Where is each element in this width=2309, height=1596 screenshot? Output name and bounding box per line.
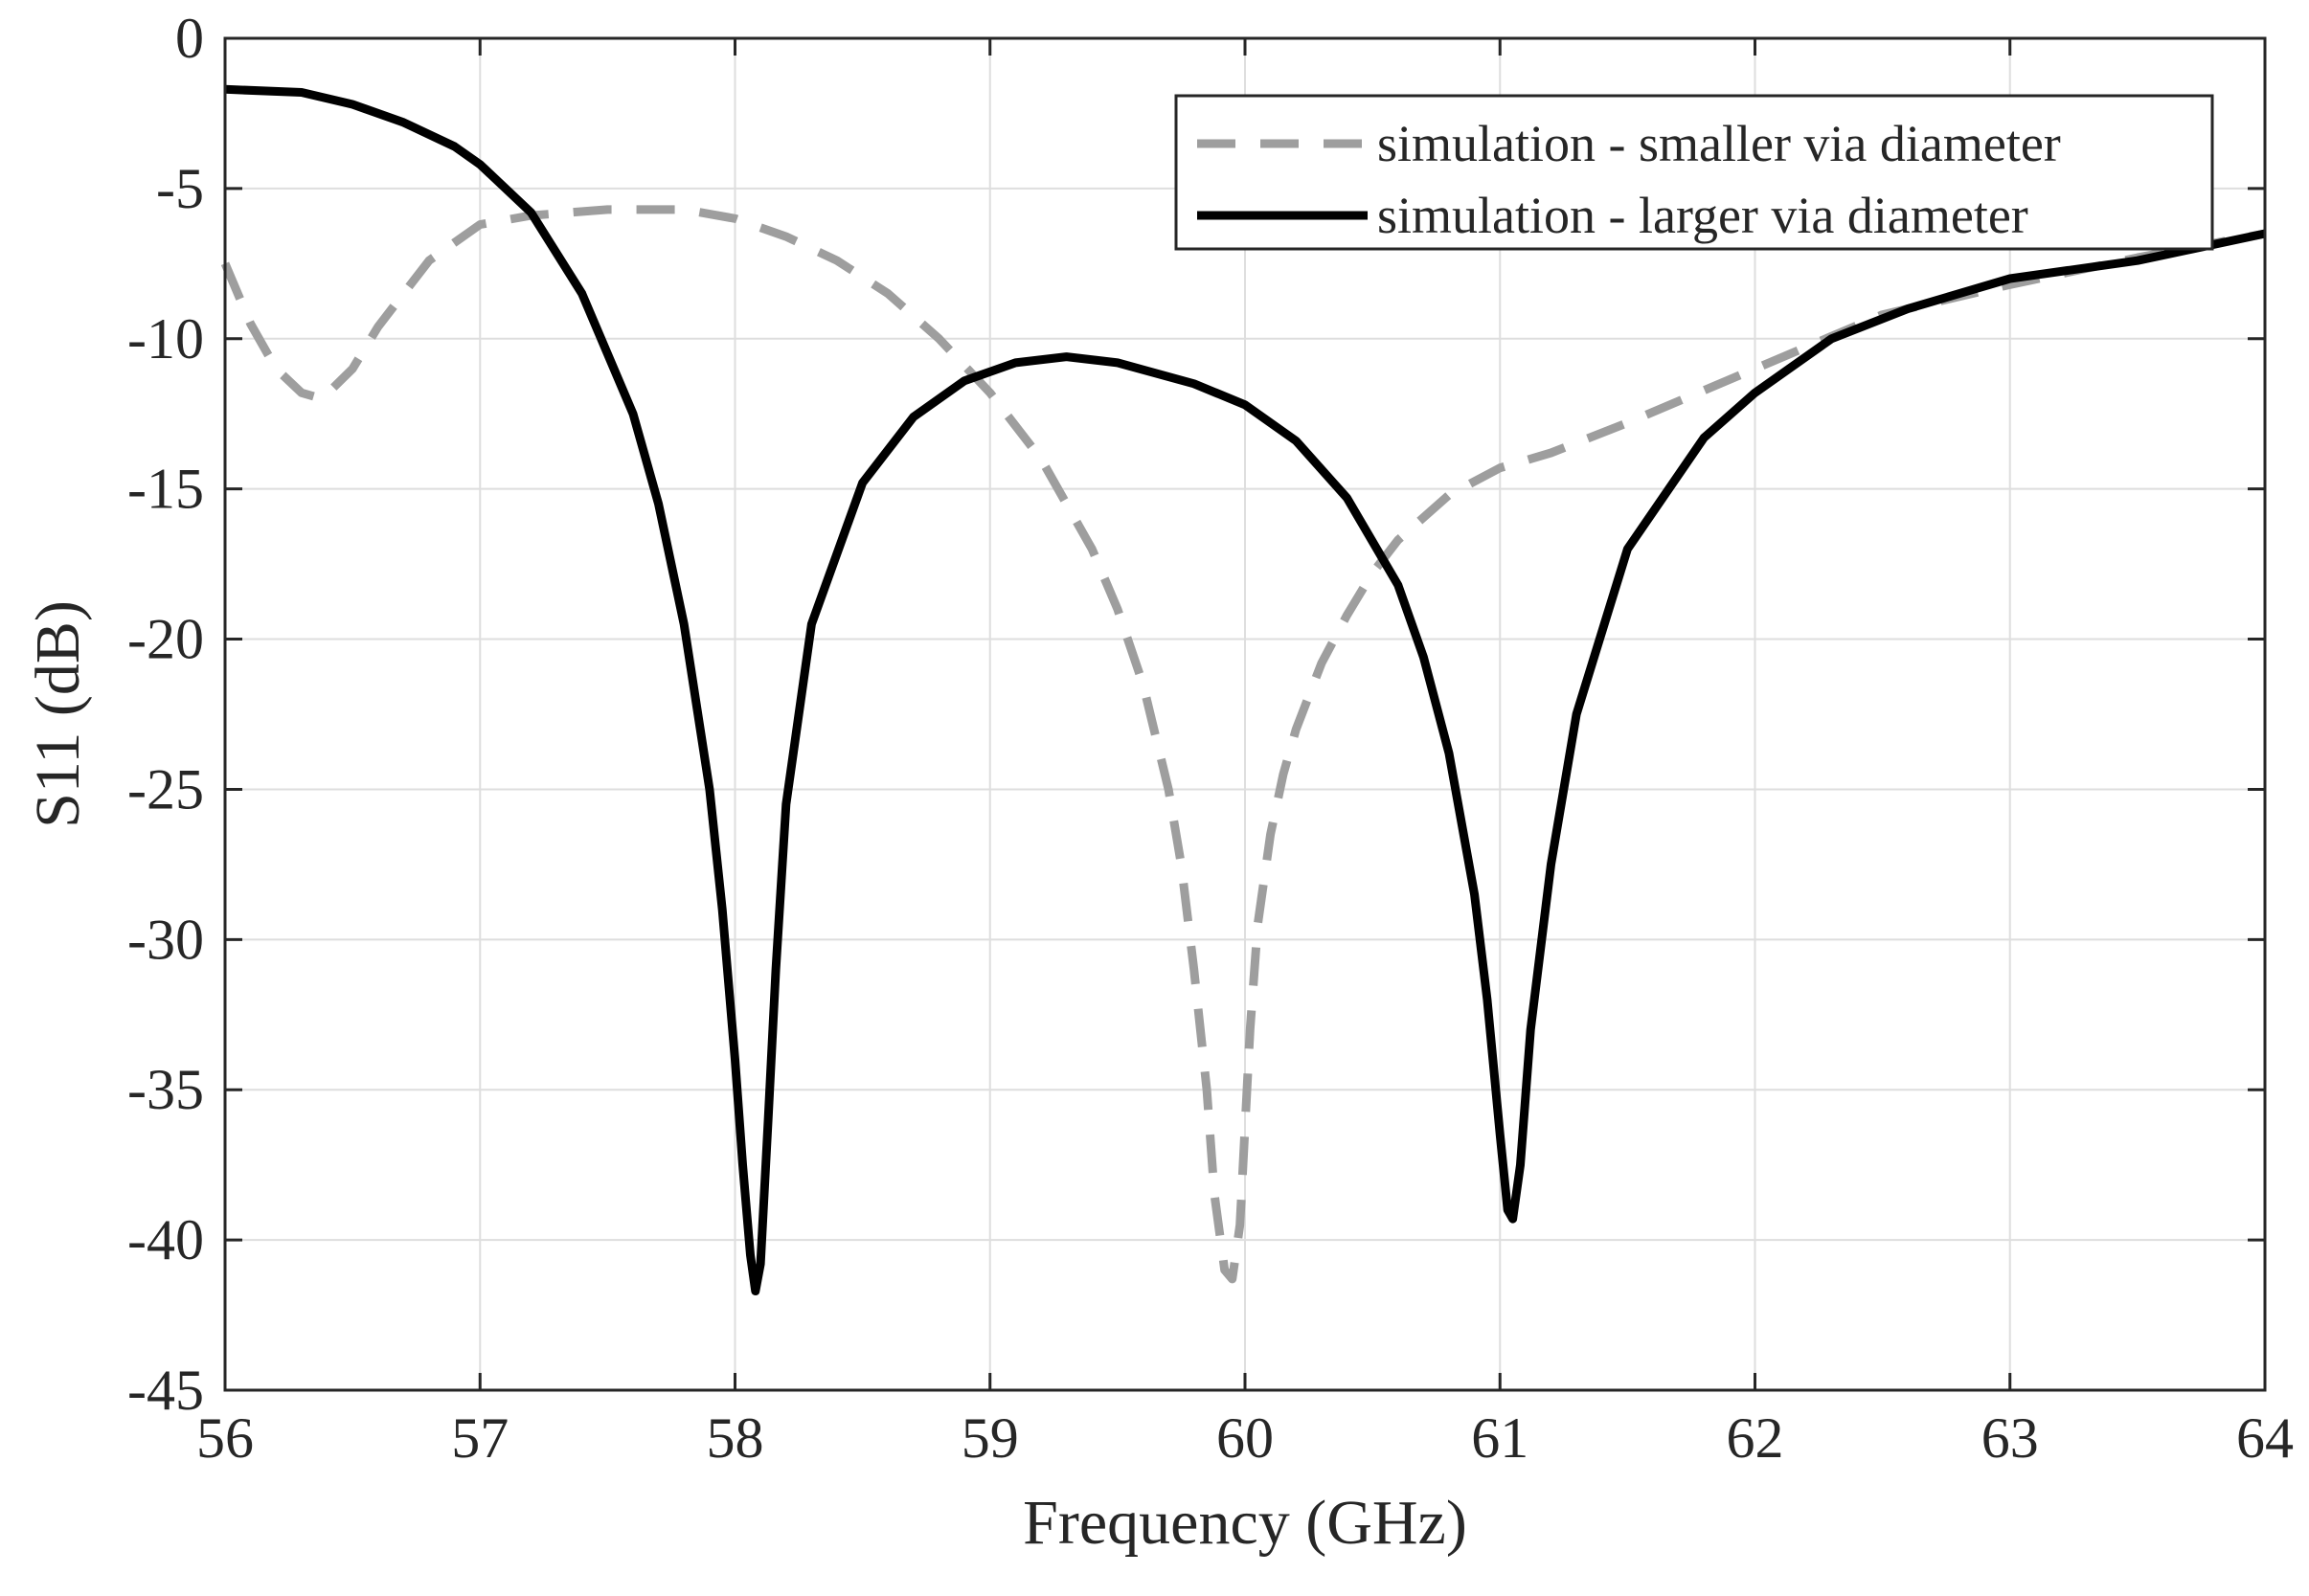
- x-axis-label: Frequency (GHz): [1023, 1488, 1467, 1558]
- x-tick-label: 57: [451, 1406, 509, 1470]
- x-tick-label: 58: [707, 1406, 764, 1470]
- series-line-smaller-via: [220, 205, 2266, 1284]
- axis-ticks: 56 57 58 59 60 61 62 63 64 0 -5 -10 -15 -20 -25 -30 -35 -…: [127, 7, 2294, 1470]
- y-tick-label: -35: [127, 1058, 204, 1121]
- legend-box: [1174, 94, 2214, 251]
- y-tick-label: -20: [127, 608, 204, 671]
- y-tick-label: -5: [156, 157, 204, 220]
- x-tick-label: 56: [196, 1406, 254, 1470]
- series-line-larger-via: [224, 84, 2266, 1295]
- y-axis-label: S11 (dB): [23, 600, 93, 828]
- legend: simulation - smaller via diameter simulat…: [1174, 94, 2214, 251]
- x-tick-label: 61: [1471, 1406, 1528, 1470]
- y-tick-label: -25: [127, 757, 204, 820]
- y-tick-label: -45: [127, 1359, 204, 1422]
- legend-label: simulation - larger via diameter: [1377, 187, 2028, 244]
- y-tick-label: -30: [127, 908, 204, 971]
- x-tick-label: 63: [1981, 1406, 2039, 1470]
- x-tick-label: 60: [1216, 1406, 1274, 1470]
- y-tick-label: -40: [127, 1208, 204, 1271]
- x-tick-label: 59: [962, 1406, 1019, 1470]
- x-tick-label: 62: [1727, 1406, 1784, 1470]
- y-tick-label: -15: [127, 458, 204, 521]
- legend-label: simulation - smaller via diameter: [1377, 115, 2061, 172]
- y-tick-label: -10: [127, 307, 204, 371]
- series-lines: [220, 84, 2266, 1295]
- y-tick-label: 0: [175, 7, 204, 70]
- x-tick-label: 64: [2236, 1406, 2294, 1470]
